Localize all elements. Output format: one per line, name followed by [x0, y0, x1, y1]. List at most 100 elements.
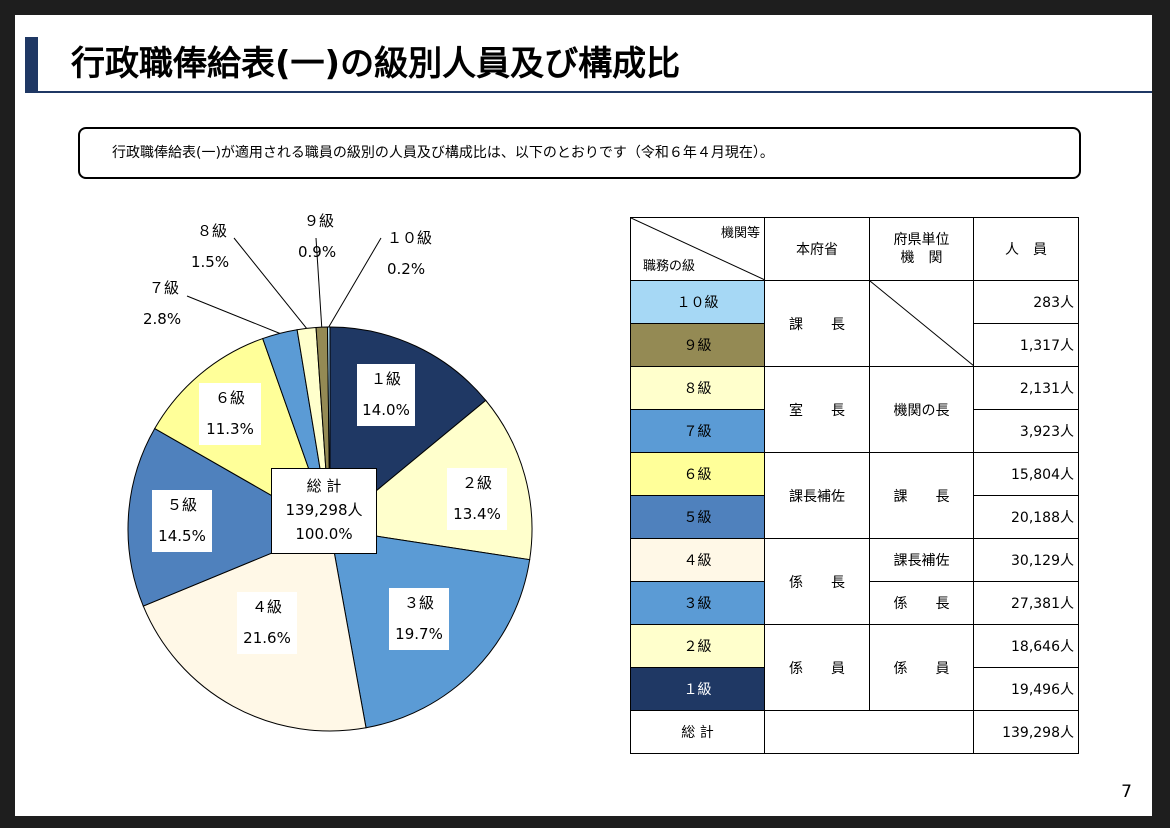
- pie-label-grade-5-percent: 14.5%: [158, 527, 206, 545]
- pie-total-count: 139,298人: [285, 501, 363, 519]
- pie-slice-5: [127, 427, 332, 607]
- pie-label-grade-2-name: ２級: [461, 474, 492, 492]
- table-row: ３級 係 長 27,381人: [630, 581, 1079, 625]
- table-row: ６級 課長補佐 課 長 15,804人: [630, 452, 1079, 539]
- count-cell: 19,496人: [973, 667, 1079, 711]
- slide: 行政職俸給表(一)の級別人員及び構成比 行政職俸給表(一)が適用される職員の級別…: [15, 15, 1152, 816]
- honfusho-cell: 室 長: [764, 366, 870, 453]
- pie-total-box: 総 計 139,298人 100.0%: [271, 468, 377, 554]
- pie-label-grade-1-name: １級: [370, 370, 401, 388]
- pie-label-grade-1: １級 14.0%: [357, 364, 415, 426]
- pie-label-grade-8: ８級 1.5%: [191, 216, 229, 278]
- grade-cell: １級: [630, 667, 765, 711]
- pie-label-grade-5: ５級 14.5%: [152, 490, 212, 552]
- title-underline: [25, 91, 1152, 93]
- intro-text: 行政職俸給表(一)が適用される職員の級別の人員及び構成比は、以下のとおりです（令…: [112, 145, 774, 161]
- fuken-diagonal: [870, 281, 974, 366]
- fuken-cell: 課長補佐: [869, 538, 974, 582]
- leader-line-grade-7: [186, 295, 280, 334]
- page-number: 7: [1121, 782, 1132, 802]
- table-row: ４級 係 長 課長補佐 30,129人: [630, 538, 1079, 625]
- total-count-cell: 139,298人: [973, 710, 1079, 754]
- grade-cell: １０級: [630, 280, 765, 324]
- pie-label-grade-4-name: ４級: [251, 598, 282, 616]
- count-cell: 3,923人: [973, 409, 1079, 453]
- pie-label-grade-2-percent: 13.4%: [453, 505, 501, 523]
- header-corner-bottom: 職務の級: [643, 259, 696, 274]
- pie-label-grade-6: ６級 11.3%: [199, 383, 261, 445]
- table-row: １０級 課 長 283人: [630, 280, 1079, 367]
- header-fuken-line2: 機 関: [900, 250, 943, 266]
- pie-label-grade-10-name: １０級: [387, 229, 433, 247]
- total-empty-cell: [764, 710, 974, 754]
- pie-label-grade-9-name: ９級: [304, 212, 335, 230]
- page-title: 行政職俸給表(一)の級別人員及び構成比: [71, 44, 681, 84]
- pie-label-grade-3-percent: 19.7%: [395, 625, 443, 643]
- grade-table: 機関等 職務の級 本府省 府県単位 機 関 人 員 １０級 課 長 283人 ９…: [630, 217, 1079, 754]
- pie-label-grade-5-name: ５級: [166, 496, 197, 514]
- fuken-cell: 課 長: [869, 452, 974, 539]
- count-cell: 15,804人: [973, 452, 1079, 496]
- pie-total-label: 総 計: [306, 477, 342, 495]
- count-cell: 2,131人: [973, 366, 1079, 410]
- pie-label-grade-10-percent: 0.2%: [387, 260, 426, 278]
- pie-label-grade-2: ２級 13.4%: [447, 468, 507, 530]
- table-total-row: 総 計 139,298人: [630, 710, 1079, 754]
- leader-line-grade-9: [315, 237, 323, 328]
- leader-line-grade-10: [328, 237, 382, 328]
- pie-label-grade-9: ９級 0.9%: [298, 206, 336, 268]
- count-cell: 27,381人: [973, 581, 1079, 625]
- count-cell: 20,188人: [973, 495, 1079, 539]
- pie-label-grade-8-name: ８級: [197, 222, 228, 240]
- corner-diagonal: [631, 218, 765, 280]
- table-row: ８級 室 長 機関の長 2,131人: [630, 366, 1079, 453]
- fuken-empty-cell: [869, 280, 974, 367]
- table-row: ２級 係 員 係 員 18,646人: [630, 624, 1079, 711]
- pie-label-grade-6-name: ６級: [214, 389, 245, 407]
- honfusho-cell: 係 員: [764, 624, 870, 711]
- count-cell: 283人: [973, 280, 1079, 324]
- pie-label-grade-1-percent: 14.0%: [362, 401, 410, 419]
- pie-label-grade-6-percent: 11.3%: [206, 420, 254, 438]
- pie-label-grade-8-percent: 1.5%: [191, 253, 230, 271]
- pie-label-grade-7-percent: 2.8%: [143, 310, 182, 328]
- grade-cell: ３級: [630, 581, 765, 625]
- honfusho-cell: 課長補佐: [764, 452, 870, 539]
- pie-label-grade-4: ４級 21.6%: [237, 592, 297, 654]
- pie-total-percent: 100.0%: [295, 525, 353, 543]
- count-cell: 18,646人: [973, 624, 1079, 668]
- header-corner-cell: 機関等 職務の級: [630, 217, 765, 281]
- table-row: ５級 20,188人: [630, 495, 1079, 539]
- pie-label-grade-10: １０級 0.2%: [387, 223, 432, 285]
- honfusho-cell: 課 長: [764, 280, 870, 367]
- total-label-cell: 総 計: [630, 710, 765, 754]
- grade-cell: ９級: [630, 323, 765, 367]
- table-row: １級 19,496人: [630, 667, 1079, 711]
- grade-cell: ６級: [630, 452, 765, 496]
- table-row: ７級 3,923人: [630, 409, 1079, 453]
- fuken-cell: 係 長: [869, 581, 974, 625]
- pie-label-grade-7: ７級 2.8%: [143, 273, 181, 335]
- fuken-cell: 機関の長: [869, 366, 974, 453]
- pie-label-grade-3-name: ３級: [403, 594, 434, 612]
- leader-line-grade-8: [233, 237, 307, 329]
- pie-label-grade-3: ３級 19.7%: [389, 588, 449, 650]
- count-cell: 1,317人: [973, 323, 1079, 367]
- grade-cell: ７級: [630, 409, 765, 453]
- pie-label-grade-7-name: ７級: [149, 279, 180, 297]
- honfusho-cell: 係 長: [764, 538, 870, 625]
- count-cell: 30,129人: [973, 538, 1079, 582]
- grade-cell: ８級: [630, 366, 765, 410]
- header-honfusho: 本府省: [764, 217, 870, 281]
- grade-cell: ４級: [630, 538, 765, 582]
- pie-label-grade-4-percent: 21.6%: [243, 629, 291, 647]
- pie-label-grade-9-percent: 0.9%: [298, 243, 337, 261]
- intro-box: 行政職俸給表(一)が適用される職員の級別の人員及び構成比は、以下のとおりです（令…: [78, 127, 1081, 179]
- grade-cell: ５級: [630, 495, 765, 539]
- fuken-cell: 係 員: [869, 624, 974, 711]
- title-accent-bar: [25, 37, 38, 91]
- header-count: 人 員: [973, 217, 1079, 281]
- header-fuken: 府県単位 機 関: [869, 217, 974, 281]
- header-corner-top: 機関等: [720, 226, 760, 241]
- header-fuken-line1: 府県単位: [893, 232, 950, 248]
